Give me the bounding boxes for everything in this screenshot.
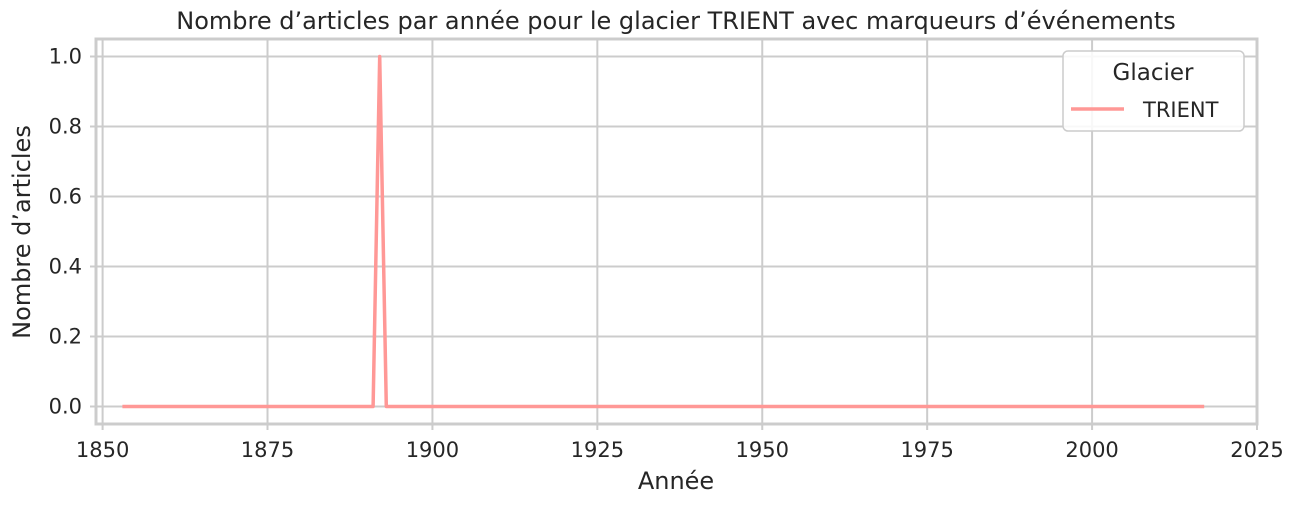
y-tick-label: 0.8 xyxy=(49,115,82,139)
x-tick-label: 1900 xyxy=(406,438,459,462)
legend-label-trient: TRIENT xyxy=(1142,98,1219,122)
y-axis-label: Nombre d’articles xyxy=(8,125,36,339)
series-line-trient xyxy=(122,54,1205,409)
y-tick-label: 0.6 xyxy=(49,185,82,209)
y-tick-label: 0.2 xyxy=(49,325,82,349)
chart-title: Nombre d’articles par année pour le glac… xyxy=(176,7,1176,35)
axes-spine xyxy=(94,37,1259,426)
x-tick-label: 1850 xyxy=(76,438,129,462)
y-tick-label: 1.0 xyxy=(49,45,82,69)
y-tick-label: 0.0 xyxy=(49,395,82,419)
x-tick-label: 2000 xyxy=(1065,438,1118,462)
x-tick-label: 1975 xyxy=(900,438,953,462)
x-tick-label: 1875 xyxy=(241,438,294,462)
x-tick-label: 1925 xyxy=(571,438,624,462)
series-layer xyxy=(122,54,1205,409)
x-tick-label: 2025 xyxy=(1230,438,1283,462)
x-axis-label: Année xyxy=(638,467,714,495)
y-tick-label: 0.4 xyxy=(49,255,82,279)
legend-title: Glacier xyxy=(1113,60,1194,86)
axes-frame xyxy=(94,37,1259,426)
legend-box xyxy=(1062,50,1245,132)
legend: Glacier TRIENT xyxy=(1062,50,1245,132)
y-axis-ticks: 0.0 0.2 0.4 0.6 0.8 1.0 xyxy=(49,45,96,419)
x-tick-label: 1950 xyxy=(736,438,789,462)
x-axis-ticks: 1850 1875 1900 1925 1950 1975 2000 2025 xyxy=(76,424,1284,462)
